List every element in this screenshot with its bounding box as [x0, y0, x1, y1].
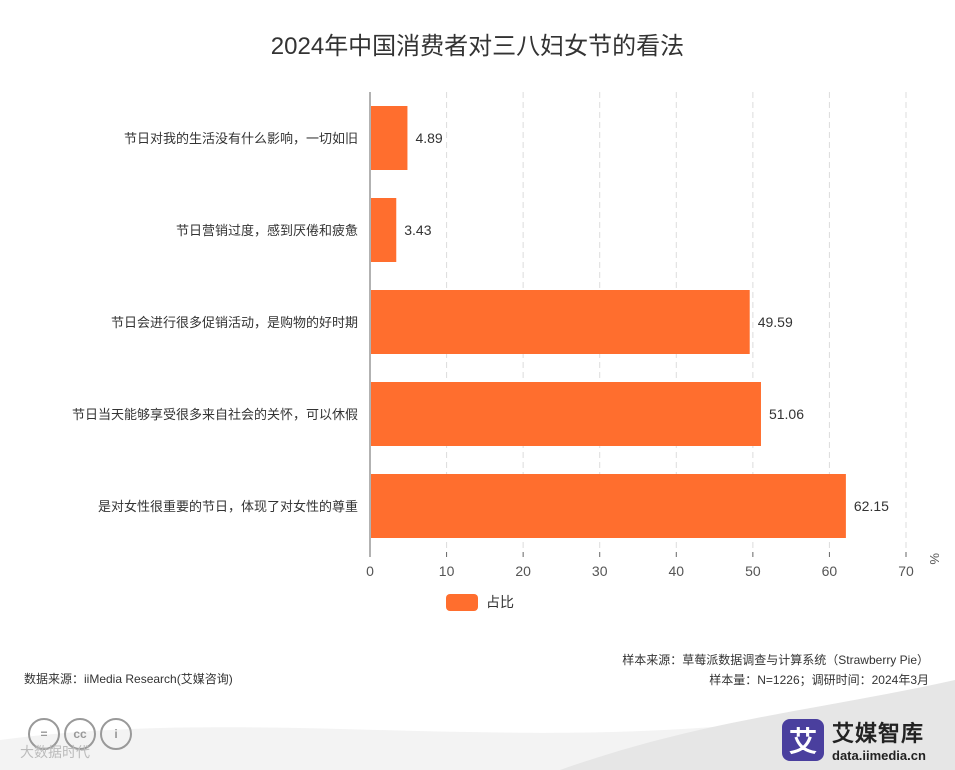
- cc-license-icon: cc: [64, 718, 96, 750]
- bar: [371, 198, 397, 262]
- legend-label: 占比: [486, 594, 514, 610]
- category-label: 节日营销过度，感到厌倦和疲惫: [176, 223, 358, 238]
- x-tick-label: 70: [898, 563, 914, 579]
- by-license-icon: i: [100, 718, 132, 750]
- nd-license-icon: =: [28, 718, 60, 750]
- category-label: 是对女性很重要的节日，体现了对女性的尊重: [98, 499, 358, 514]
- bar: [371, 290, 750, 354]
- brand-logo-block: 艾 艾媒智库 data.iimedia.cn: [782, 716, 926, 763]
- sample-info-block: 样本来源：草莓派数据调查与计算系统（Strawberry Pie） 样本量：N=…: [622, 650, 929, 690]
- x-tick-label: 40: [668, 563, 684, 579]
- license-icons: = cc i: [28, 718, 132, 750]
- bar: [371, 474, 846, 538]
- x-tick-label: 50: [745, 563, 761, 579]
- x-tick-label: 10: [439, 563, 455, 579]
- brand-name: 艾媒智库: [832, 721, 925, 746]
- bar: [371, 106, 408, 170]
- legend-swatch: [446, 594, 478, 611]
- category-label: 节日当天能够享受很多来自社会的关怀，可以休假: [72, 407, 358, 422]
- sample-size: 样本量：N=1226；调研时间：2024年3月: [709, 673, 929, 687]
- x-tick-label: 0: [366, 563, 374, 579]
- chart-title: 2024年中国消费者对三八妇女节的看法: [270, 33, 685, 60]
- bar: [371, 382, 761, 446]
- license-caption: 大数据时代: [20, 744, 90, 760]
- data-label: 4.89: [415, 130, 442, 146]
- x-tick-label: 60: [822, 563, 838, 579]
- data-label: 62.15: [854, 498, 889, 514]
- data-label: 3.43: [404, 222, 431, 238]
- bar-chart: 0 10 20 30 40 50 60 70% 4.89 节日对我的生活没有什么影响，一切如旧 3.…: [72, 92, 942, 611]
- category-label: 节日对我的生活没有什么影响，一切如旧: [124, 131, 358, 146]
- data-source: 数据来源：iiMedia Research(艾媒咨询): [24, 672, 233, 686]
- sample-source: 样本来源：草莓派数据调查与计算系统（Strawberry Pie）: [622, 653, 929, 667]
- brand-url: data.iimedia.cn: [832, 748, 926, 763]
- footer-wave-decoration: [0, 680, 955, 770]
- x-tick-label: 20: [515, 563, 531, 579]
- data-label: 49.59: [758, 314, 793, 330]
- category-label: 节日会进行很多促销活动，是购物的好时期: [111, 315, 358, 330]
- data-label: 51.06: [769, 406, 804, 422]
- brand-logo-icon: 艾: [782, 718, 824, 761]
- x-axis-unit: %: [927, 553, 942, 565]
- x-tick-label: 30: [592, 563, 608, 579]
